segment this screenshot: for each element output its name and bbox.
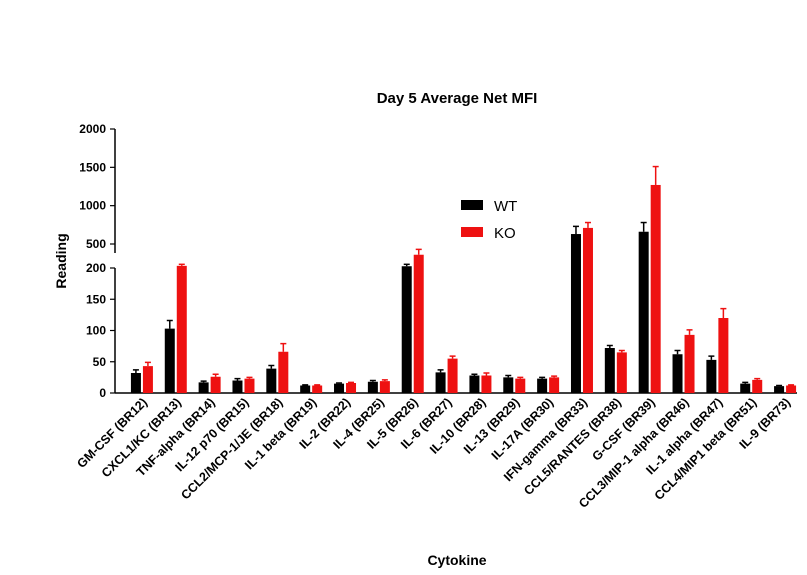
bar-ko-3 [244, 378, 255, 393]
bar-ko-14 [616, 352, 627, 393]
y-tick-2000-label: 2000 [79, 122, 106, 136]
bar-wt-11 [503, 377, 514, 393]
bar-ko-19 [786, 385, 797, 393]
bar-ko-4 [278, 351, 289, 393]
bar-wt-16 [672, 354, 683, 393]
bar-ko-13 [582, 227, 593, 393]
bar-wt-10 [469, 375, 480, 393]
bar-wt-4 [266, 368, 277, 393]
bar-wt-3 [232, 380, 243, 393]
bar-ko-6 [346, 383, 357, 393]
bar-wt-2 [198, 382, 209, 393]
bar-ko-17 [718, 318, 729, 393]
bar-wt-9 [435, 372, 446, 393]
category-labels: GM-CSF (BR12)CXCL1/KC (BR13)TNF-alpha (B… [74, 395, 793, 511]
y-tick-0-label: 0 [99, 386, 106, 400]
y-tick-150-label: 150 [86, 292, 106, 306]
y-tick-1000-label: 1000 [79, 199, 106, 213]
bar-ko-18 [752, 379, 763, 393]
y-ticks: 0 50 100 150 200 500 1000 1500 2000 [79, 122, 115, 400]
bars [130, 165, 797, 393]
y-tick-100-label: 100 [86, 324, 106, 338]
bar-ko-0 [142, 366, 153, 393]
bar-ko-9 [447, 358, 458, 393]
bar-wt-14 [604, 348, 615, 393]
y-tick-50-label: 50 [93, 355, 107, 369]
y-tick-200-label: 200 [86, 261, 106, 275]
bar-wt-19 [774, 386, 785, 393]
bar-wt-8 [401, 266, 412, 393]
bar-wt-1 [164, 328, 175, 393]
bar-wt-17 [706, 359, 717, 393]
bar-ko-16 [684, 334, 695, 393]
bar-ko-11 [515, 378, 526, 393]
chart-title: Day 5 Average Net MFI [377, 90, 538, 107]
legend-label-ko: KO [494, 225, 516, 242]
bar-wt-15 [638, 231, 649, 393]
bar-ko-2 [210, 376, 221, 393]
axes [114, 129, 799, 394]
legend-label-wt: WT [494, 198, 517, 215]
bar-ko-1 [176, 265, 187, 393]
bar-ko-7 [379, 381, 390, 393]
legend-swatch-ko [461, 227, 483, 237]
bar-wt-0 [130, 373, 141, 393]
bar-wt-12 [537, 378, 548, 393]
y-tick-1500-label: 1500 [79, 160, 106, 174]
bar-ko-8 [413, 254, 424, 393]
bar-wt-5 [300, 385, 311, 393]
bar-ko-15 [650, 184, 661, 393]
bar-wt-6 [334, 383, 345, 393]
bar-wt-18 [740, 383, 751, 393]
legend-swatch-wt [461, 200, 483, 210]
bar-wt-7 [367, 381, 378, 393]
bar-wt-13 [570, 234, 581, 393]
y-axis-title: Reading [53, 233, 69, 288]
bar-ko-10 [481, 375, 492, 393]
bar-ko-5 [312, 385, 323, 393]
x-axis-title: Cytokine [427, 552, 486, 568]
y-tick-500-label: 500 [86, 237, 106, 251]
axis-break-band [117, 254, 799, 265]
bar-ko-12 [549, 377, 560, 393]
legend: WT KO [461, 198, 517, 242]
